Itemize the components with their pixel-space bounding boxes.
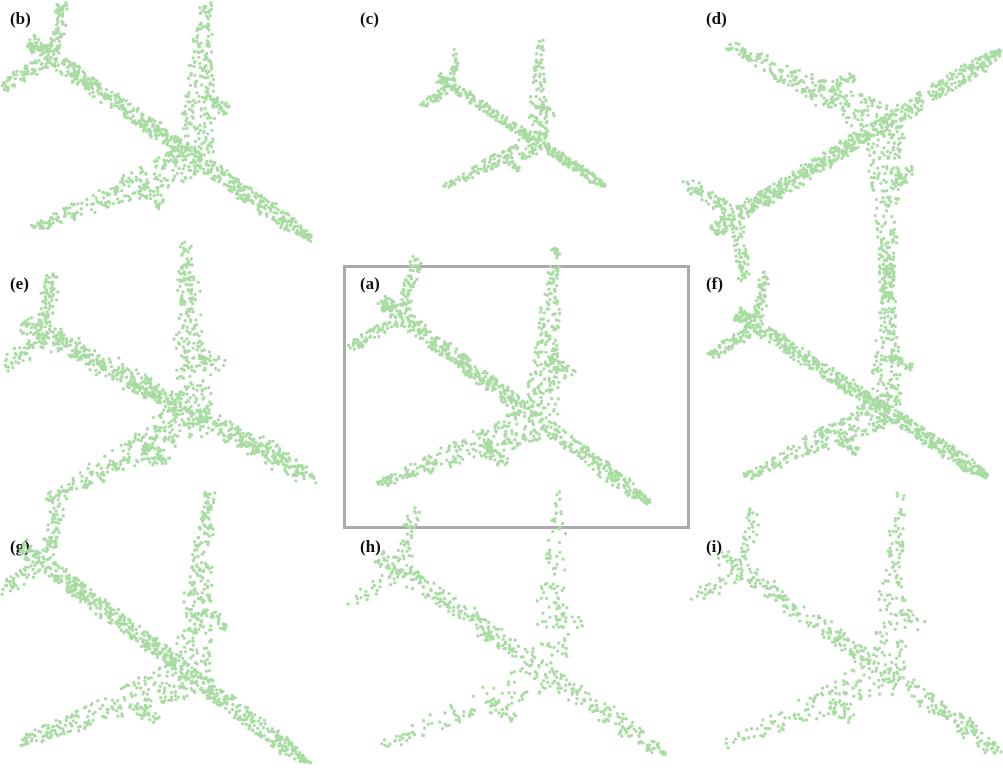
panel-label: (a) <box>360 274 380 293</box>
point-cloud <box>4 241 318 505</box>
point-cloud <box>347 247 651 506</box>
panel-label: (h) <box>360 537 381 556</box>
point-cloud <box>419 39 606 189</box>
panel-label: (d) <box>706 9 727 28</box>
point-cloud <box>681 42 1002 302</box>
page: {"panels": [ {"label": "(b)"}, {"label":… <box>0 0 1003 774</box>
point-cloud <box>347 490 668 756</box>
point-cloud <box>690 491 1003 754</box>
panel-label: (f) <box>706 274 723 293</box>
panel-label: (e) <box>10 274 29 293</box>
point-cloud <box>1 491 313 764</box>
point-cloud <box>1 1 313 243</box>
panel-label: (b) <box>10 9 31 28</box>
panel-label: (i) <box>706 537 722 556</box>
panel-label: (c) <box>360 9 379 28</box>
figure: (b)(c)(d)(e)(a)(f)(g)(h)(i) <box>0 0 1003 774</box>
point-cloud <box>707 254 990 481</box>
